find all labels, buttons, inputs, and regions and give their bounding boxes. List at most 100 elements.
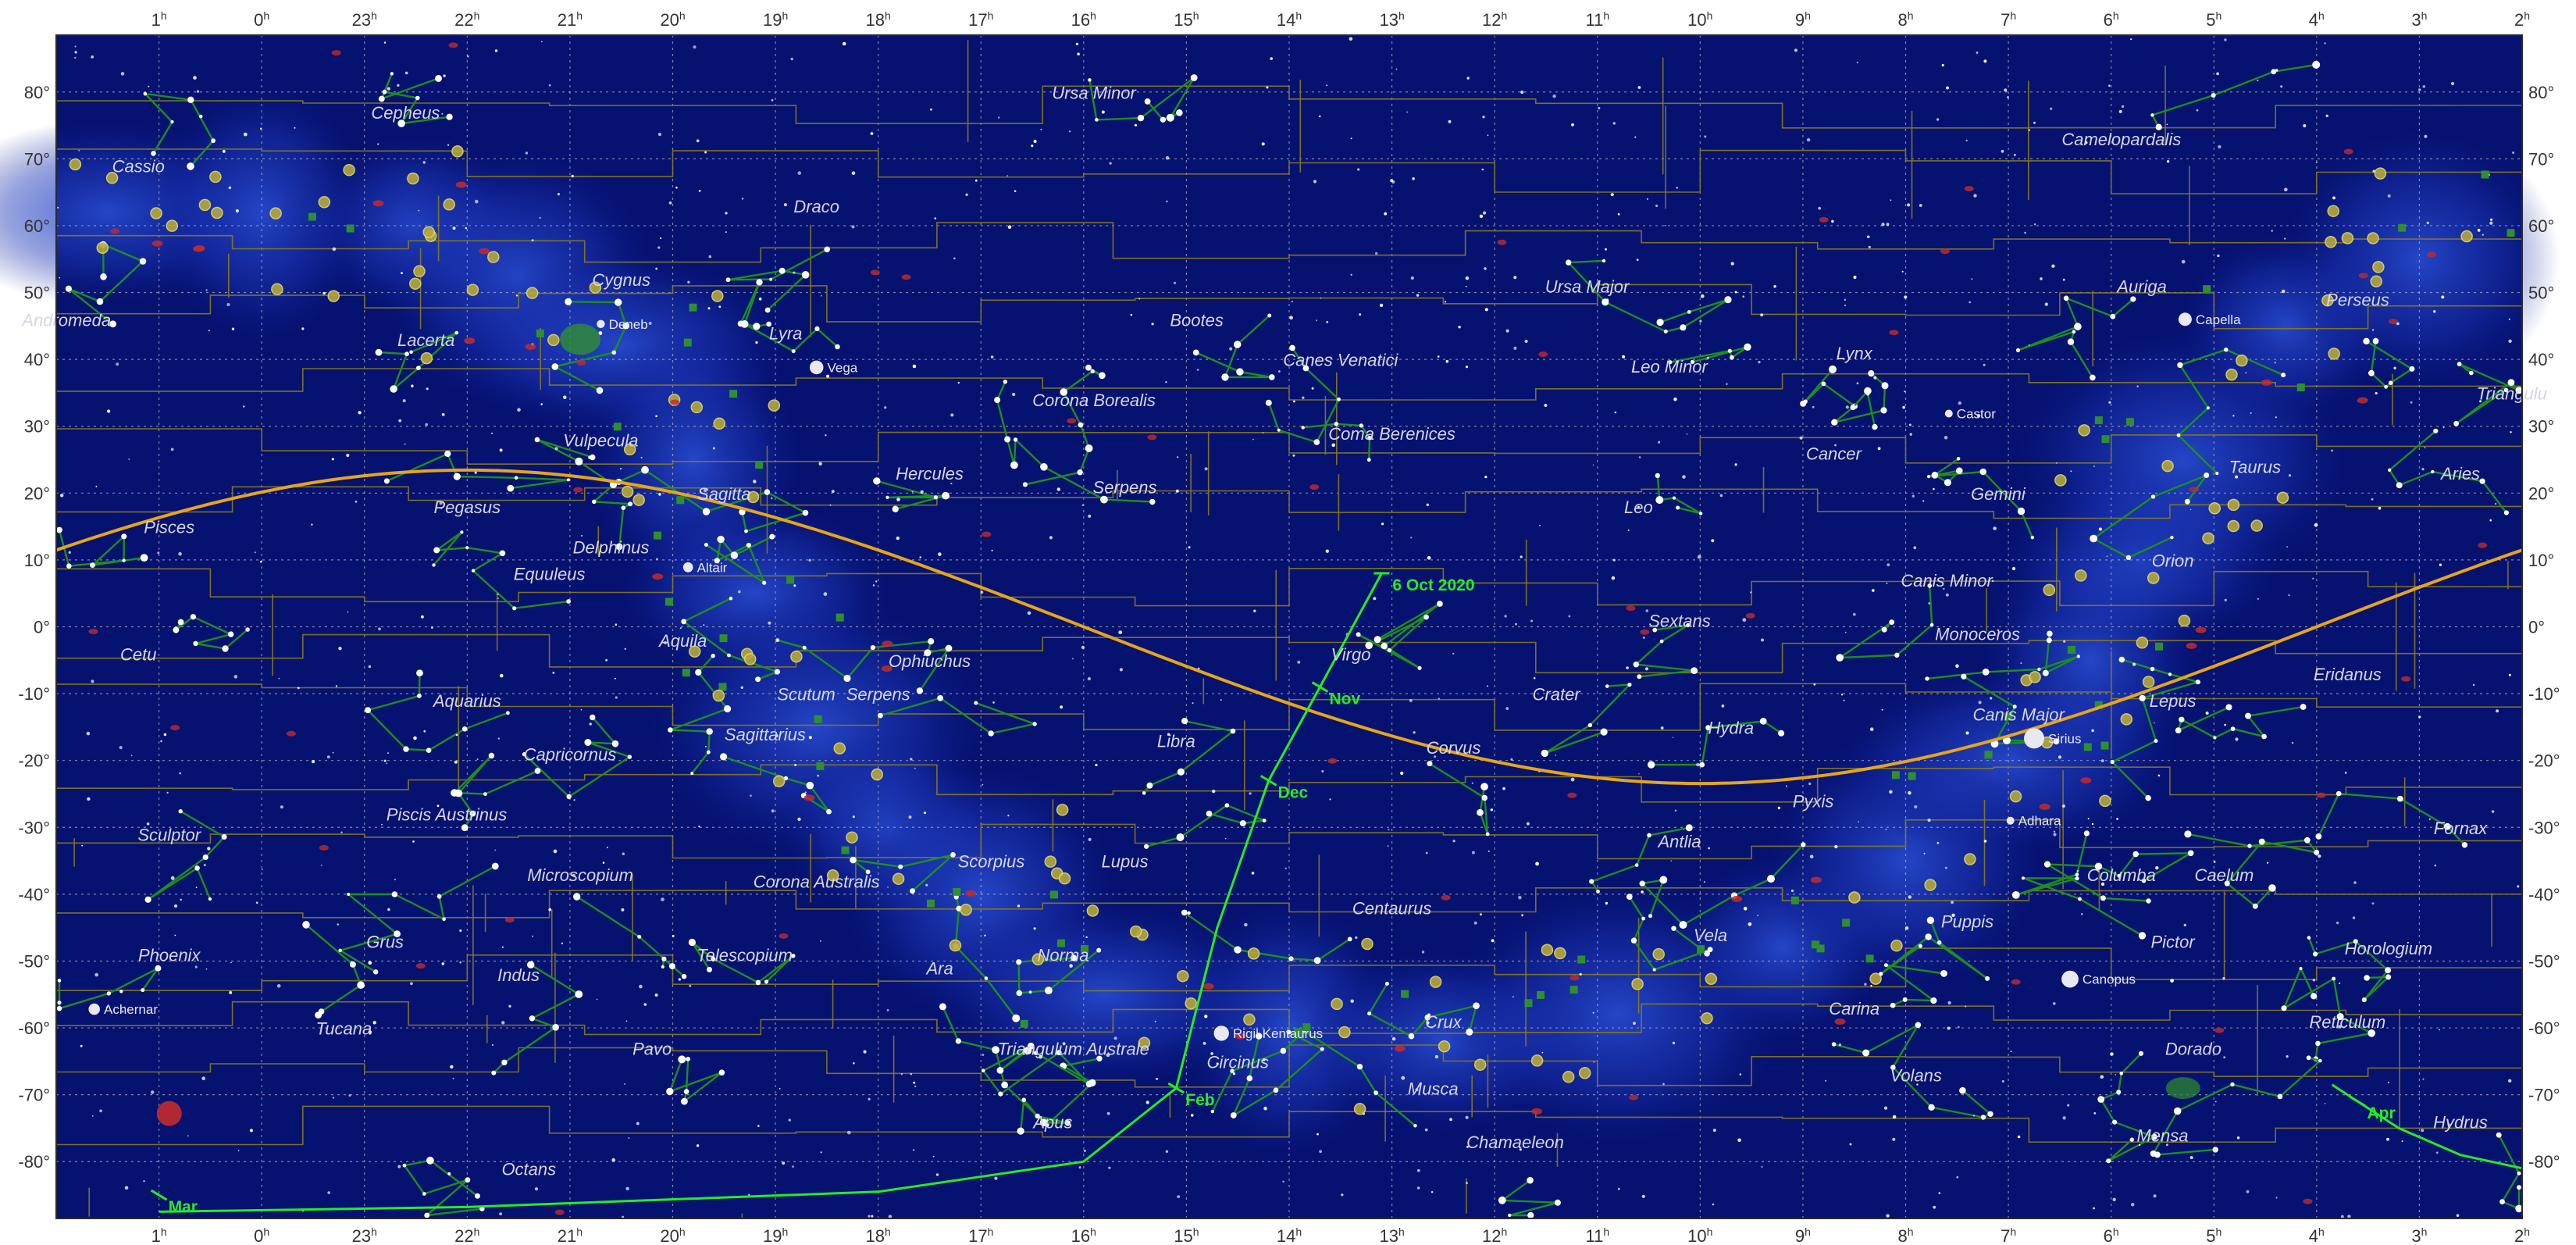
star <box>2338 1025 2342 1029</box>
star <box>1881 708 1883 711</box>
figure-star <box>1671 926 1676 931</box>
boundary-line <box>55 217 2523 263</box>
star <box>829 504 832 506</box>
figure-star <box>1387 647 1392 653</box>
star <box>1421 951 1425 954</box>
figure-star <box>208 897 212 901</box>
boundary-line <box>55 366 2523 401</box>
star <box>1840 694 1844 696</box>
star <box>636 1122 640 1125</box>
figure-star <box>2155 123 2162 130</box>
figure-star <box>1077 469 1083 476</box>
constellation-label: Virgo <box>1331 644 1371 664</box>
figure-star <box>1744 343 1751 351</box>
star <box>1712 1203 1715 1206</box>
figure-star <box>2094 862 2103 870</box>
star <box>1319 115 1321 118</box>
dec-label-left: -60° <box>18 1018 50 1038</box>
figure-star <box>2453 420 2460 426</box>
figure-star <box>2078 897 2082 901</box>
cluster-mark <box>1044 855 1057 868</box>
star <box>1539 525 1541 526</box>
figure-star <box>2385 974 2392 980</box>
figure-star <box>390 385 397 393</box>
cluster-mark <box>833 742 846 754</box>
constellation-figure <box>2111 658 2202 799</box>
star <box>939 697 943 700</box>
star <box>1487 685 1488 687</box>
nebula-mark <box>2094 416 2103 425</box>
figure-star <box>1427 761 1433 767</box>
figure-star <box>2312 60 2321 69</box>
ra-label-bottom: 5h <box>2206 1225 2221 1245</box>
figure-star <box>2090 374 2096 381</box>
star <box>1901 270 1904 273</box>
star <box>1983 59 1987 63</box>
figure-star <box>1626 894 1633 900</box>
figure-star <box>641 466 649 474</box>
star <box>1990 697 1993 700</box>
star <box>2004 88 2008 92</box>
figure-star <box>1085 444 1093 452</box>
ra-label-top: 19h <box>763 9 788 30</box>
constellation-label: Vela <box>1694 926 1727 945</box>
star <box>497 737 500 740</box>
dec-label-left: -20° <box>18 751 50 771</box>
star <box>2332 196 2336 200</box>
star <box>1088 514 1092 518</box>
figure-star <box>755 676 761 683</box>
star <box>871 1215 874 1218</box>
figure-star <box>2011 891 2020 899</box>
star <box>467 55 469 58</box>
star <box>166 791 169 794</box>
figure-star <box>2318 1058 2322 1063</box>
star <box>602 862 605 864</box>
figure-star <box>992 1046 999 1054</box>
dec-label-right: 80° <box>2528 83 2554 102</box>
star <box>703 624 705 626</box>
cluster-mark <box>688 645 701 658</box>
star <box>1617 212 1620 216</box>
star <box>1415 1088 1419 1092</box>
figure-star <box>454 330 459 335</box>
star <box>1449 1118 1452 1122</box>
nebula-mark <box>676 496 685 505</box>
star <box>2393 366 2396 369</box>
comet-date-label: 6 Oct 2020 <box>1392 576 1474 594</box>
star <box>1641 890 1644 894</box>
figure-star <box>1676 505 1680 510</box>
star <box>725 212 728 215</box>
figure-star <box>1687 310 1691 314</box>
star <box>1297 660 1301 664</box>
star <box>655 415 657 418</box>
named-star-label: Achernar <box>104 1002 158 1017</box>
figure-star <box>1596 890 1600 894</box>
star <box>1742 295 1744 298</box>
star <box>447 1172 451 1175</box>
ra-label-bottom: 8h <box>1897 1225 1913 1245</box>
constellation-label: Coma Berenices <box>1328 424 1455 444</box>
galaxy-mark <box>1497 239 1507 245</box>
star <box>980 590 984 594</box>
star <box>825 434 827 437</box>
star <box>441 962 445 965</box>
figure-star <box>2332 976 2336 981</box>
star <box>554 447 558 451</box>
star <box>994 1176 998 1180</box>
star <box>1674 809 1677 812</box>
constellation-label: Telescopium <box>697 946 793 965</box>
star <box>2421 1129 2425 1133</box>
cluster-mark <box>1429 976 1442 988</box>
figure-star <box>66 563 72 569</box>
cluster-mark <box>892 872 905 885</box>
figure-star <box>1176 833 1185 841</box>
constellation-figure <box>1267 347 1341 444</box>
galaxy-mark <box>1538 351 1548 358</box>
cluster-mark <box>949 939 962 952</box>
star <box>1177 456 1179 458</box>
ra-label-top: 4h <box>2309 9 2325 30</box>
star <box>851 225 855 229</box>
figure-star <box>512 606 517 611</box>
star <box>1049 536 1053 540</box>
named-star-label: Altair <box>697 560 728 575</box>
